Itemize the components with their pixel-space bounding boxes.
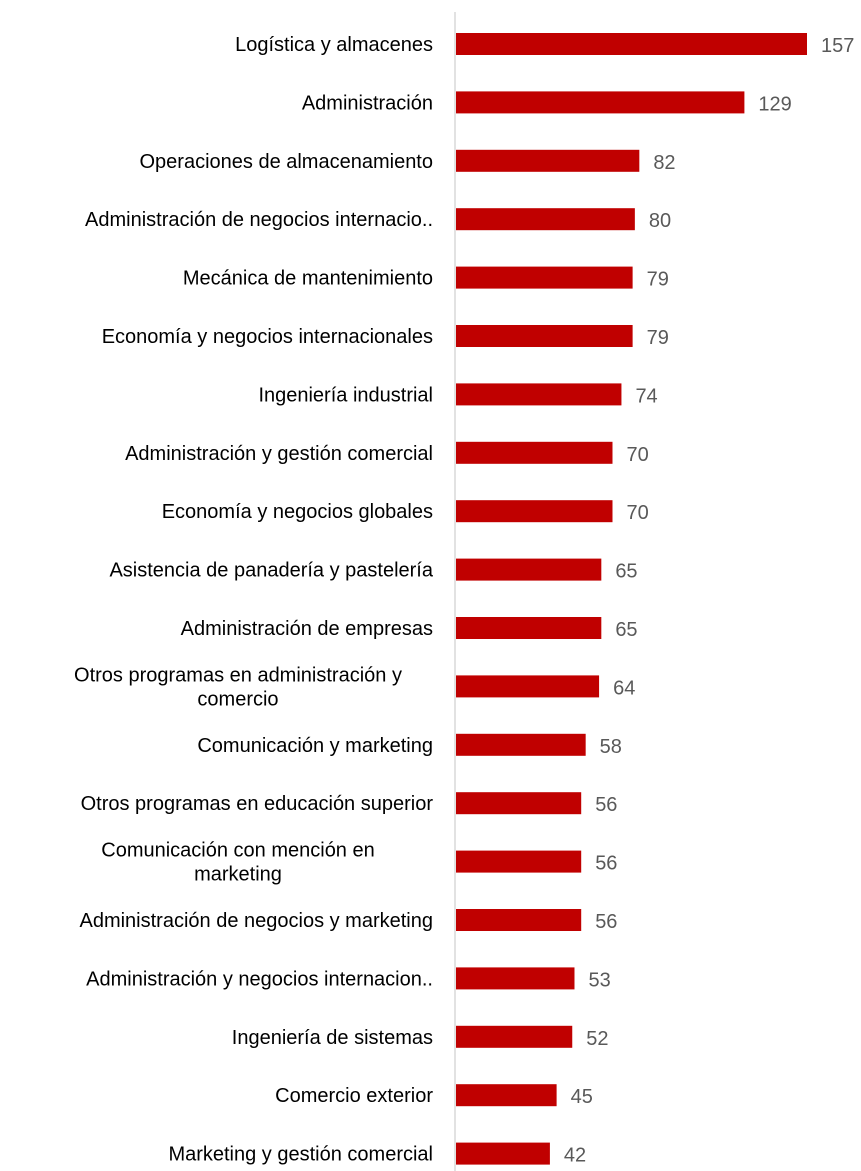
category-label-line: Ingeniería industrial: [258, 384, 433, 406]
bar: [456, 792, 582, 815]
category-label-line: Otros programas en administración y: [74, 664, 402, 686]
value-label: 157: [821, 35, 854, 57]
value-label: 56: [595, 853, 617, 875]
category-label: Otros programas en administración y comer…: [74, 664, 402, 710]
category-label-line: Logística y almacenes: [235, 34, 433, 56]
category-label-line: Marketing y gestión comercial: [168, 1144, 433, 1166]
bar: [456, 617, 602, 639]
category-label-line: Administración: [302, 92, 433, 114]
category-label-line: Asistencia de panadería y pastelería: [109, 560, 433, 582]
value-label: 70: [626, 502, 648, 524]
category-label: Administración y gestión comercial: [125, 443, 433, 465]
category-label-line: Comercio exterior: [275, 1085, 433, 1107]
category-label: Operaciones de almacenamiento: [139, 151, 433, 173]
category-label-line: Administración y negocios internacion..: [86, 968, 433, 990]
category-label: Administración: [302, 92, 433, 114]
bar: [456, 208, 635, 231]
bar: [456, 850, 582, 873]
value-label: 56: [595, 794, 617, 816]
category-label-line: Administración de negocios y marketing: [79, 910, 433, 932]
category-label-line: marketing: [194, 864, 282, 886]
bar: [456, 149, 640, 172]
category-label: Ingeniería de sistemas: [232, 1027, 433, 1049]
bar: [456, 733, 586, 756]
category-label: Comercio exterior: [275, 1085, 433, 1107]
category-label: Otros programas en educación superior: [81, 793, 434, 815]
category-label-line: Economía y negocios internacionales: [102, 326, 433, 348]
category-label: Ingeniería industrial: [258, 384, 433, 406]
value-label: 79: [647, 269, 669, 291]
category-label: Marketing y gestión comercial: [168, 1144, 433, 1166]
value-label: 58: [600, 736, 622, 758]
bar: [456, 91, 745, 114]
category-label: Asistencia de panadería y pastelería: [109, 560, 433, 582]
value-label: 65: [615, 619, 637, 641]
value-label: 70: [626, 444, 648, 466]
category-label: Economía y negocios globales: [162, 501, 433, 523]
category-label: Comunicación y marketing: [197, 735, 433, 757]
bar: [456, 441, 613, 464]
bar: [456, 558, 602, 581]
bar: [456, 383, 622, 406]
category-label-line: Comunicación con mención en: [101, 840, 375, 862]
bar: [456, 1142, 550, 1165]
category-label: Comunicación con mención en marketing: [101, 840, 375, 886]
bar: [456, 909, 582, 931]
value-label: 53: [588, 969, 610, 991]
value-label: 80: [649, 210, 671, 232]
category-label-line: Comunicación y marketing: [197, 735, 433, 757]
value-label: 65: [615, 561, 637, 583]
value-labels-group: 157 129 82 80 79 79 74 70 70 65 65 64 58 56 56 56 53 52 45…: [564, 35, 854, 1167]
bar: [456, 266, 633, 289]
category-label-line: Administración y gestión comercial: [125, 443, 433, 465]
value-label: 129: [758, 93, 791, 115]
category-labels-group: Logística y almacenes Administración Opera…: [74, 34, 434, 1166]
value-label: 56: [595, 911, 617, 933]
category-label-line: Administración de empresas: [181, 618, 433, 640]
value-label: 82: [653, 152, 675, 174]
bar: [456, 967, 575, 990]
category-label-line: Otros programas en educación superior: [81, 793, 434, 815]
bar: [456, 33, 807, 55]
value-label: 64: [613, 677, 635, 699]
category-label-line: comercio: [197, 688, 278, 710]
category-label: Economía y negocios internacionales: [102, 326, 433, 348]
category-label-line: Ingeniería de sistemas: [232, 1027, 433, 1049]
category-label: Administración de negocios y marketing: [79, 910, 433, 932]
category-label: Logística y almacenes: [235, 34, 433, 56]
category-label-line: Administración de negocios internacio..: [85, 209, 433, 231]
bar: [456, 1084, 557, 1107]
category-label: Administración y negocios internacion..: [86, 968, 433, 990]
value-label: 52: [586, 1028, 608, 1050]
category-label-line: Economía y negocios globales: [162, 501, 433, 523]
category-label: Mecánica de mantenimiento: [183, 268, 433, 290]
value-label: 42: [564, 1145, 586, 1167]
category-label: Administración de empresas: [181, 618, 433, 640]
bars-group: [456, 33, 807, 1165]
value-label: 45: [571, 1086, 593, 1108]
category-label-line: Operaciones de almacenamiento: [139, 151, 433, 173]
value-label: 74: [635, 385, 657, 407]
bar: [456, 1025, 573, 1048]
bar: [456, 500, 613, 523]
category-label-line: Mecánica de mantenimiento: [183, 268, 433, 290]
bar: [456, 325, 633, 347]
category-label: Administración de negocios internacio..: [85, 209, 433, 231]
value-label: 79: [647, 327, 669, 349]
bar: [456, 675, 600, 698]
